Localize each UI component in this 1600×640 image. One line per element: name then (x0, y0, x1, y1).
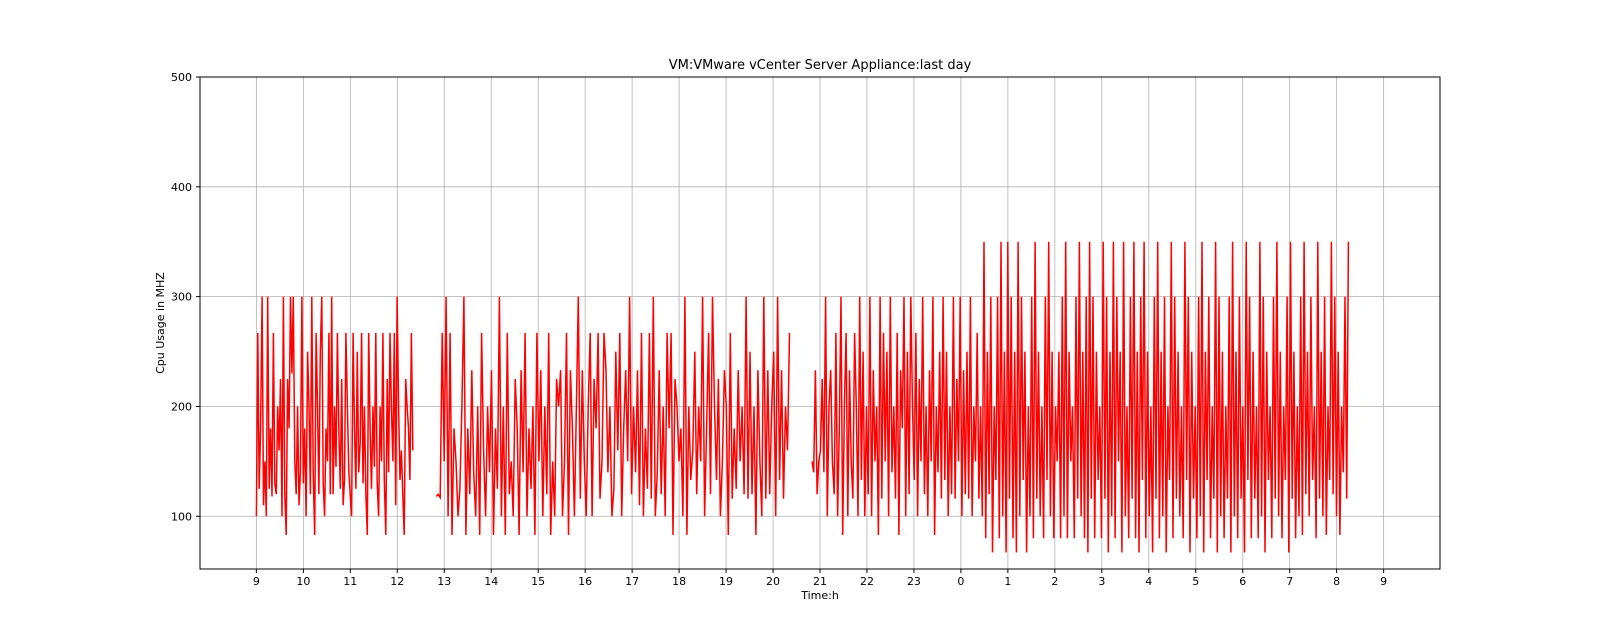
x-tick-label: 8 (1333, 575, 1340, 588)
y-tick-label: 500 (171, 71, 192, 84)
y-tick-label: 300 (171, 291, 192, 304)
y-tick-label: 100 (171, 510, 192, 523)
series-line-segment (255, 296, 414, 536)
series-line-segment (435, 296, 791, 536)
y-axis-title: Cpu Usage in MHZ (154, 272, 167, 374)
x-tick-label: 12 (390, 575, 404, 588)
x-tick-label: 15 (531, 575, 545, 588)
x-tick-label: 22 (860, 575, 874, 588)
x-tick-label: 11 (343, 575, 357, 588)
x-axis-title: Time:h (800, 589, 839, 602)
x-tick-label: 9 (1380, 575, 1387, 588)
x-tick-label: 6 (1239, 575, 1246, 588)
x-tick-label: 7 (1286, 575, 1293, 588)
x-tick-label: 21 (813, 575, 827, 588)
x-tick-label: 18 (672, 575, 686, 588)
x-tick-label: 14 (484, 575, 498, 588)
x-axis: 9 10 11 12 13 14 15 16 17 18 19 20 21 22 23 0 1 2 3 4 5 6 7 8 9 (253, 569, 1387, 588)
x-tick-label: 5 (1192, 575, 1199, 588)
x-tick-label: 19 (719, 575, 733, 588)
x-tick-label: 17 (625, 575, 639, 588)
y-tick-label: 400 (171, 181, 192, 194)
x-tick-label: 16 (578, 575, 592, 588)
series-line-segment (811, 241, 1350, 553)
x-tick-label: 0 (957, 575, 964, 588)
chart-title: VM:VMware vCenter Server Appliance:last … (669, 58, 972, 73)
x-tick-label: 1 (1004, 575, 1011, 588)
x-tick-label: 3 (1098, 575, 1105, 588)
y-tick-label: 200 (171, 400, 192, 413)
x-tick-label: 2 (1051, 575, 1058, 588)
y-axis: 100 200 300 400 500 (171, 71, 200, 523)
x-tick-label: 23 (907, 575, 921, 588)
x-tick-label: 4 (1145, 575, 1152, 588)
series-group (255, 241, 1350, 553)
x-tick-label: 13 (437, 575, 451, 588)
x-tick-label: 10 (296, 575, 310, 588)
x-tick-label: 9 (253, 575, 260, 588)
x-tick-label: 20 (766, 575, 780, 588)
